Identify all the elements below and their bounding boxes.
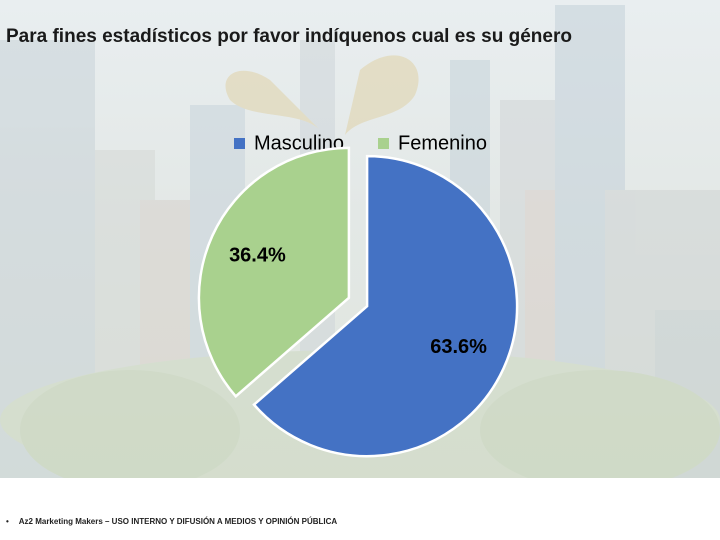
pie-slice-masculino xyxy=(252,154,519,458)
pie-data-labels: 63.6% 36.4% xyxy=(229,244,487,358)
legend-swatch-femenino xyxy=(378,138,389,149)
footer-text: Az2 Marketing Makers – USO INTERNO Y DIF… xyxy=(18,517,338,526)
legend-swatch-masculino xyxy=(234,138,245,149)
footer-bullet: • xyxy=(6,517,9,526)
page-title: Para fines estadísticos por favor indíqu… xyxy=(6,26,572,47)
chart-legend: Masculino Femenino xyxy=(234,132,487,154)
data-label-masculino: 63.6% xyxy=(430,336,487,358)
pie-slices xyxy=(197,146,519,458)
data-label-femenino: 36.4% xyxy=(229,244,286,266)
pie-slice-femenino xyxy=(197,146,351,399)
footer-note: • Az2 Marketing Makers – USO INTERNO Y D… xyxy=(6,517,337,526)
gender-pie-chart: Masculino Femenino 63.6% 36.4% xyxy=(197,132,519,458)
legend-label-masculino: Masculino xyxy=(254,132,344,154)
legend-label-femenino: Femenino xyxy=(398,132,487,154)
